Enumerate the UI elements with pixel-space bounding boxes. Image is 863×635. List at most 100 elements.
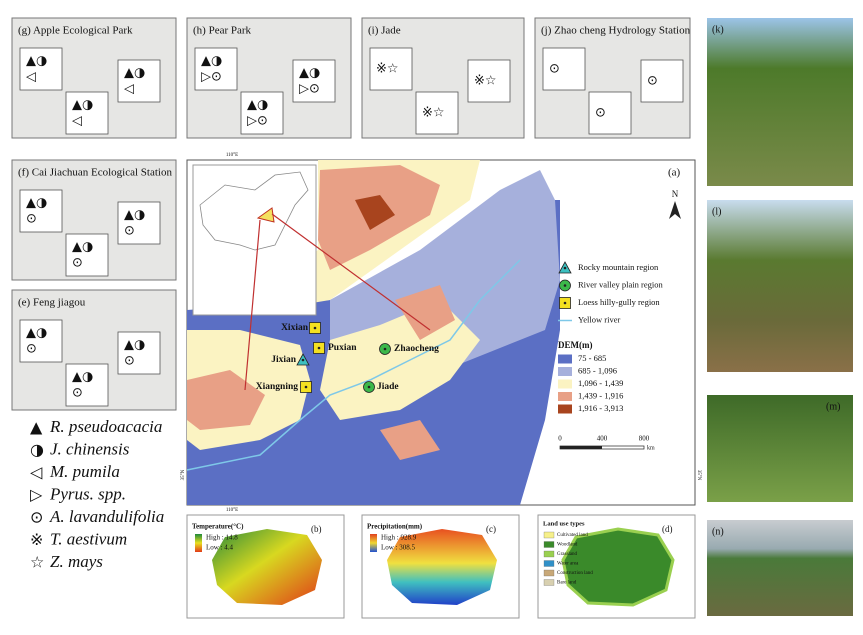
legend-symbol: ☆ (30, 553, 44, 572)
dem-label: 75 - 685 (578, 353, 606, 363)
sample-box (117, 59, 161, 103)
legend-symbol: ◁ (29, 463, 43, 482)
photo (707, 200, 853, 372)
china-inset (192, 164, 317, 316)
landuse-label: Cultivated land (557, 533, 588, 538)
sample-box (65, 363, 109, 407)
sample-box (292, 59, 336, 103)
dem-swatch (558, 392, 572, 401)
inset-map (561, 527, 675, 607)
site-label: (h) Pear Park (193, 25, 252, 37)
place-marker-dot (317, 346, 321, 350)
legend-species: R. pseudoacacia (49, 417, 162, 436)
dem-swatch (558, 379, 572, 389)
region-legend-label: Loess hilly-gully region (578, 297, 660, 307)
inset-ramp (370, 534, 377, 552)
sample-symbols: ▲◑ (72, 98, 93, 113)
inset-low: Low : 308.5 (381, 544, 416, 552)
site-label: (g) Apple Ecological Park (18, 25, 133, 37)
inset-map (212, 529, 322, 605)
sample-box (194, 47, 238, 91)
place-label: Zhaocheng (394, 344, 439, 354)
scale-label: 400 (597, 435, 608, 443)
landuse-label: Grassland (557, 552, 577, 557)
sample-box (19, 47, 63, 91)
scale-unit: km (647, 445, 655, 451)
landuse-swatch (543, 579, 555, 586)
sample-symbols: ▲◑ (299, 66, 320, 81)
photo-label: (k) (712, 24, 724, 35)
sample-symbols: ▲◑ (26, 54, 47, 69)
inset-ramp (195, 534, 202, 552)
pointer-line (271, 213, 431, 331)
dem-swatch (558, 354, 572, 364)
sample-symbols: ⊙ (595, 106, 606, 121)
place-label: Puxian (328, 343, 357, 353)
legend-species: T. aestivum (50, 529, 127, 548)
dem-swatch (558, 367, 572, 376)
photo (707, 395, 853, 502)
inset-label: (b) (311, 524, 322, 534)
region-legend-marker-dot (563, 301, 567, 305)
sample-symbols: ◁ (124, 82, 134, 97)
dem-label: 1,096 - 1,439 (578, 378, 623, 388)
terrain-yellow (320, 300, 480, 420)
place-label: Jixian (271, 355, 297, 365)
sample-box (542, 47, 586, 91)
sample-symbols: ▷⊙ (247, 114, 268, 129)
landuse-swatch (543, 550, 555, 558)
legend-species: Z. mays (50, 552, 103, 571)
sample-symbols: ▷⊙ (201, 70, 222, 85)
sample-symbols: ▲◑ (247, 98, 268, 113)
landuse-label: Woodland (557, 543, 578, 548)
terrain-orange (380, 285, 455, 460)
photo (707, 18, 853, 186)
lat-label: 35°N (181, 469, 186, 480)
lat-label: 35°N (696, 470, 701, 481)
legend-symbol: ※ (30, 530, 43, 549)
dem-label: 1,439 - 1,916 (578, 390, 623, 400)
legend-species: Pyrus. spp. (49, 484, 126, 503)
sample-symbols: ※☆ (422, 106, 445, 121)
pointer-line (244, 219, 261, 391)
inset-label: (c) (486, 524, 496, 534)
place-marker-dot (367, 385, 371, 389)
legend-species: M. pumila (49, 462, 120, 481)
landuse-swatch (543, 541, 555, 548)
inset-high: High : 14.8 (206, 534, 238, 542)
place-marker-dot (301, 358, 305, 362)
sample-symbols: ▲◑ (26, 196, 47, 211)
sample-box (65, 91, 109, 135)
region-legend-label: Yellow river (578, 314, 621, 324)
sample-box (117, 201, 161, 245)
north-arrow (669, 201, 681, 219)
sample-symbols: ⊙ (26, 342, 37, 357)
region-legend-marker-dot (563, 284, 567, 287)
sample-symbols: ⊙ (124, 354, 135, 369)
inset-low: Low : 4.4 (206, 544, 234, 552)
sample-symbols: ◁ (26, 70, 36, 85)
region-legend-label: Rocky mountain region (578, 262, 659, 272)
sample-symbols: ⊙ (124, 224, 135, 239)
sample-symbols: ⊙ (26, 212, 37, 227)
region-legend-label: River valley plain region (578, 279, 663, 289)
place-marker-dot (383, 347, 387, 351)
sample-symbols: ※☆ (474, 74, 497, 89)
inset-high: High : 928.9 (381, 534, 417, 542)
inset-map (387, 529, 497, 605)
region-legend-marker-dot (563, 266, 567, 270)
place-label: Xixian (281, 323, 309, 333)
yellow-river (186, 259, 521, 471)
legend-species: A. lavandulifolia (49, 507, 164, 526)
sample-symbols: ▲◑ (201, 54, 222, 69)
photo (707, 520, 853, 616)
dem-swatch (558, 404, 572, 414)
photo-label: (n) (712, 526, 724, 537)
main-map: 110°E 110°E 35°N 35°N (a) N Xixian Puxian Jixian… (181, 153, 701, 513)
inset-title: Precipitation(mm) (367, 523, 423, 531)
sample-symbols: ▷⊙ (299, 82, 320, 97)
legend-symbol: ▲ (30, 418, 43, 437)
sample-symbols: ▲◑ (124, 338, 145, 353)
sample-symbols: ▲◑ (26, 326, 47, 341)
